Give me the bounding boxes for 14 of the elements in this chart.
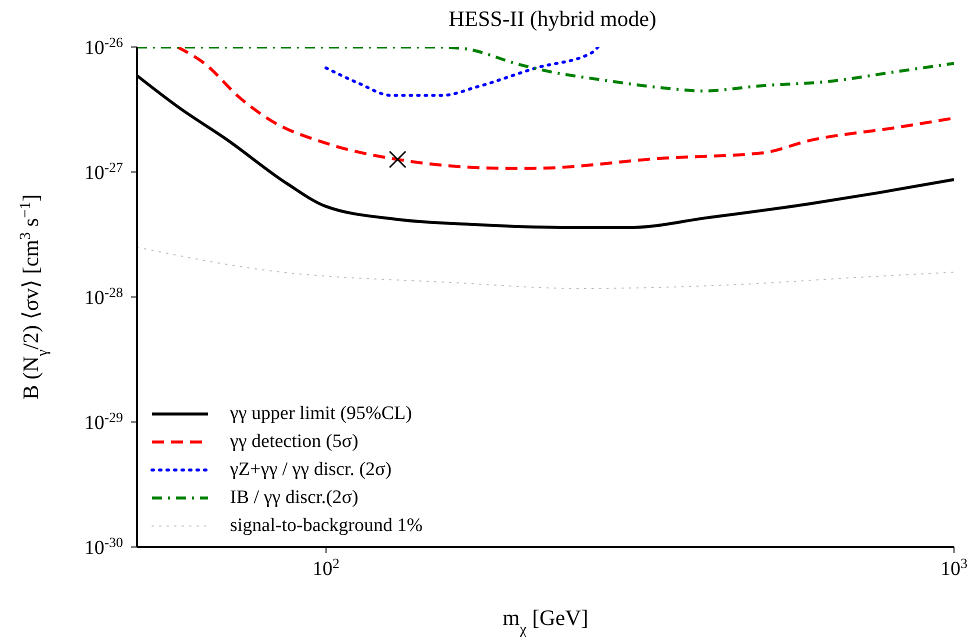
legend-label: IB / γγ discr.(2σ) xyxy=(230,487,358,509)
chart-title: HESS-II (hybrid mode) xyxy=(448,6,658,32)
x-tick-label: 10$^{2}$ xyxy=(312,556,340,580)
y-tick-label: 10$^{-26}$ xyxy=(84,36,123,59)
y-tick-label: 10$^{-30}$ xyxy=(84,536,123,559)
y-tick-label: 10$^{-27}$ xyxy=(84,160,123,184)
legend-label: γγ upper limit (95%CL) xyxy=(230,403,412,425)
legend-label: signal-to-background 1% xyxy=(230,515,423,537)
x-axis-title: m$_{χ}$ [GeV] xyxy=(502,605,588,637)
legend-label: γZ+γγ / γγ discr. (2σ) xyxy=(230,459,392,481)
legend-label: γγ detection (5σ) xyxy=(230,431,358,453)
x-tick-label: 10$^{3}$ xyxy=(940,556,968,580)
y-tick-label: 10$^{-29}$ xyxy=(84,410,123,434)
y-tick-label: 10$^{-28}$ xyxy=(84,286,123,309)
